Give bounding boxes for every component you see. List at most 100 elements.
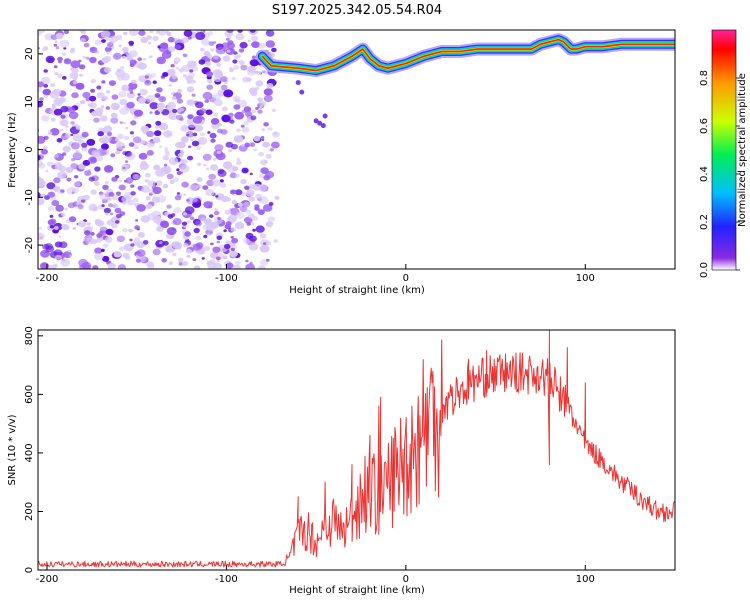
noise-blob [86, 222, 91, 226]
noise-blob [229, 250, 238, 258]
noise-blob [159, 145, 163, 148]
noise-blob [245, 209, 251, 214]
noise-blob [250, 35, 258, 42]
noise-blob [212, 246, 221, 253]
noise-blob [184, 206, 195, 215]
noise-blob [152, 248, 161, 256]
noise-blob [54, 153, 59, 158]
noise-blob [140, 36, 149, 44]
noise-blob [229, 172, 237, 179]
noise-blob [38, 162, 46, 169]
noise-blob [255, 225, 265, 233]
noise-blob [136, 204, 146, 212]
noise-blob [249, 172, 253, 176]
noise-blob [166, 204, 172, 209]
noise-blob [195, 242, 204, 249]
noise-blob [317, 120, 323, 126]
noise-blob [130, 191, 136, 196]
noise-blob [232, 166, 239, 172]
noise-blob [50, 83, 56, 88]
noise-blob [47, 191, 55, 198]
noise-blob [81, 146, 88, 152]
noise-blob [154, 124, 160, 129]
noise-blob [202, 91, 213, 100]
noise-blob [253, 148, 258, 152]
colorbar-gradient [711, 29, 737, 271]
noise-blob [155, 180, 163, 186]
noise-blob [137, 231, 145, 238]
noise-blob [186, 99, 195, 106]
bottom-x-ticks: -200 -100 0 100 [36, 565, 595, 585]
noise-blob [271, 141, 280, 149]
noise-blob [130, 243, 135, 247]
noise-blob [92, 206, 98, 212]
noise-blob [162, 155, 169, 161]
top-x-ticks: -200 -100 0 100 [36, 264, 595, 284]
noise-blob [130, 91, 134, 94]
noise-blob [64, 59, 69, 62]
noise-blob [206, 71, 214, 77]
noise-blob [260, 136, 265, 139]
noise-blob [65, 125, 69, 128]
noise-blob [72, 226, 77, 230]
noise-blob [94, 218, 102, 225]
noise-blob [166, 68, 176, 76]
noise-blob [173, 61, 178, 65]
noise-blob [134, 61, 144, 69]
noise-blob [186, 248, 192, 254]
noise-blob [205, 109, 213, 115]
noise-blob [226, 38, 230, 41]
noise-blob [196, 146, 202, 150]
noise-blob [38, 179, 46, 188]
noise-blob [42, 88, 52, 96]
noise-blob [68, 111, 79, 120]
noise-blob [71, 187, 80, 194]
noise-blob [202, 153, 212, 161]
noise-blob [176, 168, 180, 171]
noise-blob [68, 216, 77, 223]
noise-blob [94, 39, 102, 46]
noise-blob [109, 212, 114, 216]
noise-blob [248, 196, 255, 202]
noise-blob [163, 130, 173, 138]
noise-blob [67, 202, 75, 209]
noise-blob [241, 143, 245, 147]
noise-blob [217, 217, 221, 220]
noise-blob [193, 265, 201, 269]
noise-blob [42, 263, 48, 267]
noise-blob [172, 108, 178, 114]
noise-blob [210, 48, 215, 52]
noise-blob [49, 225, 55, 229]
noise-blob [248, 87, 258, 95]
noise-blob [170, 213, 176, 218]
noise-blob [57, 73, 63, 78]
noise-blob [52, 186, 60, 192]
noise-blob [71, 142, 80, 150]
noise-blob [194, 124, 203, 132]
noise-blob [103, 55, 112, 63]
noise-blob [208, 41, 215, 46]
noise-blob [84, 230, 91, 236]
noise-blob [63, 47, 67, 50]
noise-blob [123, 135, 130, 141]
noise-blob [207, 233, 211, 236]
noise-blob [223, 91, 230, 97]
noise-blob [204, 218, 213, 225]
noise-blob [249, 59, 259, 67]
noise-blob [161, 51, 172, 59]
noise-blob [38, 85, 42, 93]
noise-blob [68, 249, 72, 253]
noise-blob [214, 99, 223, 107]
noise-blob [248, 243, 259, 251]
noise-blob [126, 53, 133, 58]
noise-blob [238, 99, 248, 108]
noise-blob [110, 153, 116, 158]
bottom-y-axis-label: SNR (10 * v/v) [7, 414, 18, 485]
noise-blob [145, 203, 153, 210]
noise-blob [186, 86, 195, 93]
noise-blob [168, 157, 179, 165]
noise-blob [55, 46, 60, 50]
noise-blob [95, 107, 104, 114]
noise-blob [47, 131, 53, 136]
noise-blob [239, 41, 248, 49]
